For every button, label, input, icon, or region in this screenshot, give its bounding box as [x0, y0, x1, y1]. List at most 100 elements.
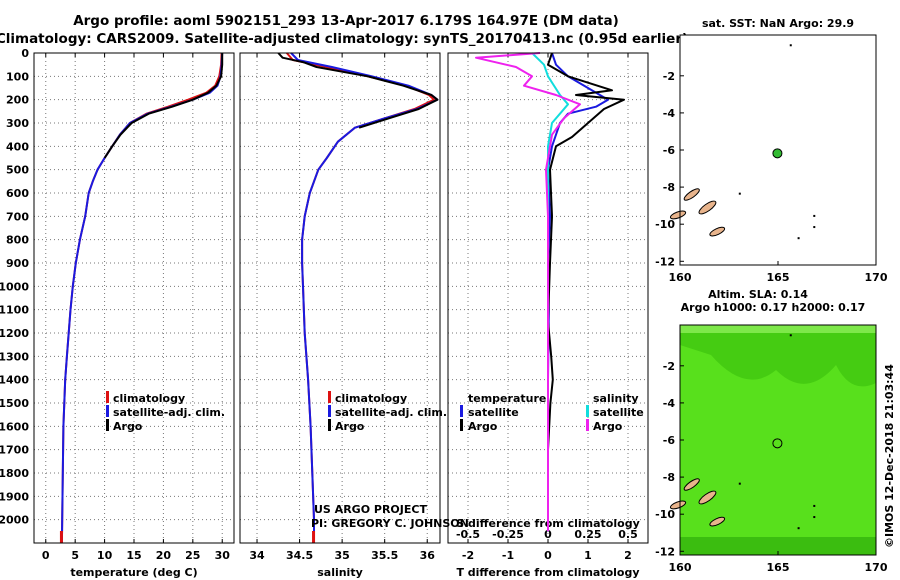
y-tick-label: -8 [663, 181, 675, 194]
y-tick-label: 1100 [0, 304, 29, 317]
plot-area [240, 53, 440, 543]
island [698, 490, 717, 505]
profile-location-marker [772, 148, 783, 159]
difference-panel: -2 -1 0 1 2-0.5 -0.25 0 0.25 0.5S difference fro… [447, 52, 649, 579]
map-title: sat. SST: NaN Argo: 29.9 [702, 17, 854, 30]
island [669, 500, 687, 510]
temperature-legend: climatology satellite-adj. clim. Argo [106, 391, 225, 433]
series-line-argo [277, 52, 439, 129]
x-top-tick-label: -0.5 [456, 528, 480, 541]
island [709, 226, 726, 237]
islet [813, 214, 816, 217]
x-tick-label: 165 [767, 561, 790, 574]
y-tick-label: 700 [6, 210, 29, 223]
x-tick-label: 160 [669, 271, 692, 284]
x-tick-label: 35.5 [371, 549, 398, 562]
bottom-marker [59, 531, 63, 543]
y-tick-label: -6 [663, 144, 676, 157]
y-tick-label: 1800 [0, 467, 29, 480]
x-tick-label: 15 [126, 549, 141, 562]
x-tick-label: 160 [669, 561, 692, 574]
title-line-1: Argo profile: aoml 5902151_293 13-Apr-20… [73, 13, 619, 29]
sla-map-panel: 160 165 170 -2 -4 -6 -8 -10 -12 Altim. SLA: 0.14A… [655, 288, 888, 574]
map-frame [679, 34, 877, 266]
y-tick-label: 0 [21, 47, 29, 60]
series-line-argo [475, 52, 581, 532]
salinity-legend: climatology satellite-adj. clim. Argo [328, 391, 447, 433]
difference-legend: temperature salinity satellite Argo sate… [460, 392, 644, 433]
legend-swatch-climatology [106, 391, 109, 403]
x-axis-label: salinity [317, 566, 363, 579]
legend-label-temp-argo: Argo [468, 420, 498, 433]
x-tick-label: 34.5 [286, 549, 313, 562]
sla-south-band [680, 537, 876, 555]
map-title-line-2: Argo h1000: 0.17 h2000: 0.17 [681, 301, 866, 314]
y-tick-label: 100 [6, 70, 29, 83]
y-tick-label: 1000 [0, 280, 29, 293]
y-tick-label: 900 [6, 257, 29, 270]
x-top-tick-label: 0.5 [618, 528, 638, 541]
y-tick-label: 2000 [0, 514, 29, 527]
sla-high-region [680, 333, 876, 387]
y-tick-label: 1500 [0, 397, 29, 410]
series-line-satellite-adj-clim- [290, 52, 439, 543]
island [683, 188, 700, 201]
y-tick-label: 1600 [0, 420, 29, 433]
legend-label-satellite: satellite-adj. clim. [335, 406, 447, 419]
x-tick-label: 2 [624, 549, 632, 562]
y-tick-label: -6 [663, 434, 676, 447]
title-line-2: Climatology: CARS2009. Satellite-adjuste… [0, 31, 688, 47]
x-tick-label: 36 [420, 549, 436, 562]
legend-label-argo: Argo [113, 420, 143, 433]
legend-swatch-temp-satellite [460, 405, 463, 417]
legend-label-satellite: satellite-adj. clim. [113, 406, 225, 419]
legend-header-salinity: salinity [593, 392, 639, 405]
x-tick-label: 34 [249, 549, 265, 562]
map-frame [679, 324, 877, 556]
y-tick-label: 1700 [0, 444, 29, 457]
x-tick-label: 30 [215, 549, 231, 562]
y-tick-label: 600 [6, 187, 29, 200]
y-tick-label: 1900 [0, 490, 29, 503]
legend-header-temperature: temperature [468, 392, 546, 405]
y-tick-label: -2 [663, 360, 675, 373]
legend-swatch-temp-argo [460, 419, 463, 431]
islet [813, 516, 816, 519]
y-tick-label: 1200 [0, 327, 29, 340]
island [683, 478, 700, 491]
series-line-argo [547, 52, 625, 532]
y-tick-label: -12 [655, 545, 675, 558]
y-tick-label: -2 [663, 70, 675, 83]
profile-location-marker [772, 438, 783, 449]
legend-swatch-sal-satellite [586, 405, 589, 417]
y-tick-label: -10 [655, 218, 675, 231]
credit-project: US ARGO PROJECT [314, 503, 427, 516]
map-title-line-1: Altim. SLA: 0.14 [708, 288, 808, 301]
legend-swatch-argo [328, 419, 331, 431]
island [709, 516, 726, 527]
islet [789, 334, 792, 337]
island [698, 200, 717, 215]
plot-frame [239, 52, 441, 544]
legend-label-sal-argo: Argo [593, 420, 623, 433]
y-tick-label: 800 [6, 234, 29, 247]
imos-credit: ©IMOS 12-Dec-2018 21:03:44 [883, 364, 896, 548]
legend-swatch-argo [106, 419, 109, 431]
islet [813, 226, 816, 229]
islet [789, 44, 792, 47]
plot-frame [447, 52, 649, 544]
legend-swatch-satellite [106, 405, 109, 417]
legend-swatch-sal-argo [586, 419, 589, 431]
y-tick-label: 400 [6, 140, 29, 153]
y-tick-label: 1300 [0, 350, 29, 363]
legend-swatch-climatology [328, 391, 331, 403]
islet [813, 504, 816, 507]
legend-label-argo: Argo [335, 420, 365, 433]
x-tick-label: -1 [502, 549, 514, 562]
x-top-tick-label: 0 [544, 528, 552, 541]
x-top-tick-label: 0.25 [574, 528, 601, 541]
x-tick-label: 170 [865, 271, 888, 284]
sla-top-band [680, 325, 876, 333]
x-tick-label: 10 [97, 549, 113, 562]
